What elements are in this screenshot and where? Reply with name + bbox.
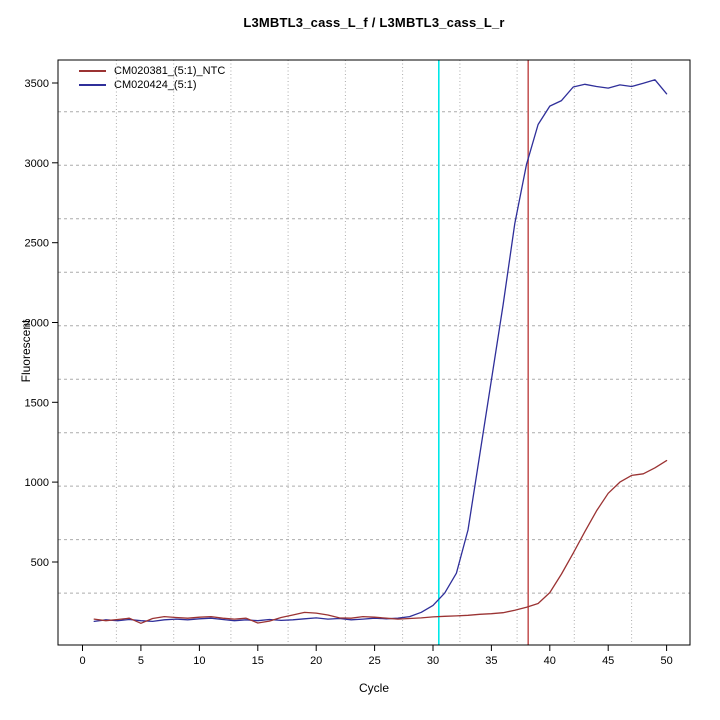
y-tick-label: 2000 [25,318,49,330]
y-tick-label: 3000 [25,158,49,170]
x-axis-label: Cycle [358,681,389,695]
legend-label: CM020424_(5:1) [114,79,197,91]
legend-label: CM020381_(5:1)_NTC [114,65,226,77]
y-tick-label: 1000 [25,477,49,489]
x-tick-label: 35 [485,655,497,667]
x-tick-label: 15 [252,655,264,667]
x-tick-label: 20 [310,655,322,667]
series-line-CM020381_(5:1)_NTC [93,459,668,624]
legend-line-swatch-blue [79,84,106,86]
x-tick-label: 30 [427,655,439,667]
y-tick-label: 500 [31,557,49,569]
y-tick-label: 1500 [25,397,49,409]
plot-border [57,59,691,646]
x-tick-label: 0 [79,655,85,667]
legend-line-swatch-red [79,70,106,72]
y-tick-label: 3500 [25,78,49,90]
plot-title: L3MBTL3_cass_L_f / L3MBTL3_cass_L_r [243,15,505,30]
y-axis-label: Fluorescent [19,319,33,383]
x-tick-label: 25 [368,655,380,667]
y-tick-label: 2500 [25,238,49,250]
x-tick-label: 5 [138,655,144,667]
x-tick-label: 40 [544,655,556,667]
legend-item: CM020381_(5:1)_NTC [79,64,225,78]
legend-item: CM020424_(5:1) [79,78,225,92]
x-tick-label: 10 [193,655,205,667]
x-tick-label: 50 [660,655,672,667]
series-line-CM020424_(5:1) [93,79,668,623]
legend: CM020381_(5:1)_NTC CM020424_(5:1) [79,64,225,92]
x-tick-label: 45 [602,655,614,667]
